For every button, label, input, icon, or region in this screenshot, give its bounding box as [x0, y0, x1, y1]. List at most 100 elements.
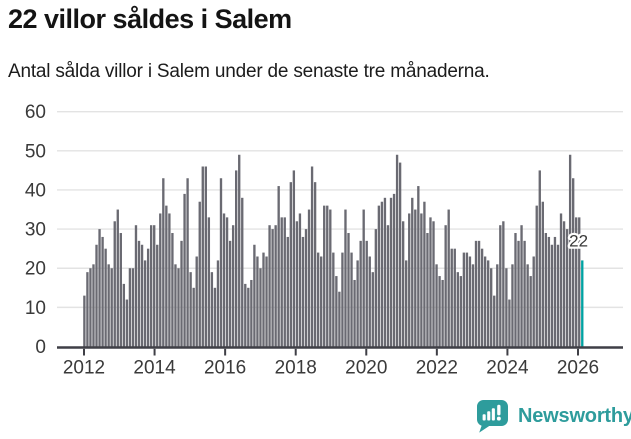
bar [405, 260, 408, 347]
bar [559, 213, 563, 347]
bar [86, 272, 89, 347]
bar [110, 268, 113, 347]
bar [565, 229, 569, 347]
bar [401, 221, 405, 347]
bar [383, 197, 387, 347]
bar [541, 201, 544, 347]
bar [207, 217, 211, 347]
bar [195, 256, 198, 347]
bar [486, 260, 490, 347]
bar [289, 182, 292, 347]
bar [122, 283, 126, 347]
y-axis-label-40: 40 [25, 180, 46, 201]
bar [192, 287, 195, 347]
x-axis-label-2014: 2014 [133, 358, 176, 379]
bar [474, 240, 478, 347]
y-axis-label-30: 30 [25, 220, 46, 241]
bar [113, 221, 116, 347]
bar [365, 240, 368, 347]
x-axis-label-2012: 2012 [63, 358, 105, 379]
bar [562, 221, 566, 347]
bar [316, 252, 320, 347]
bar [326, 205, 329, 347]
bar [238, 154, 241, 347]
newsworthy-logo[interactable]: Newsworthy [477, 400, 631, 433]
x-axis-label-2026: 2026 [557, 358, 599, 379]
bar [556, 244, 560, 347]
bar [125, 299, 129, 347]
bar [350, 252, 353, 347]
bar [98, 229, 101, 347]
bar [313, 182, 317, 347]
bar [480, 248, 484, 347]
bar [222, 213, 226, 347]
bar [426, 233, 429, 347]
bar [395, 154, 399, 347]
newsworthy-logo-text: Newsworthy [518, 405, 631, 427]
bar [329, 209, 332, 347]
bar [377, 205, 381, 347]
bar [247, 287, 250, 347]
bar [450, 248, 453, 347]
bar [493, 295, 496, 347]
bar [156, 244, 159, 347]
bar [550, 244, 554, 347]
bar [462, 252, 466, 347]
bar [301, 236, 305, 347]
bar [262, 252, 265, 347]
bar [149, 225, 153, 347]
bar [496, 264, 499, 347]
bar [514, 233, 517, 347]
bar [219, 178, 223, 347]
highlight-value-label: 22 [569, 231, 588, 250]
bar [323, 205, 326, 347]
y-axis-label-50: 50 [25, 141, 46, 162]
bar [298, 213, 302, 347]
bar [490, 268, 493, 347]
bar [477, 240, 481, 347]
logo-bars-glyph [482, 404, 501, 421]
bar [332, 252, 335, 347]
bar [353, 279, 356, 347]
bar [438, 276, 441, 347]
bar [162, 178, 165, 347]
bar [435, 264, 438, 347]
bar [210, 272, 214, 347]
bar [526, 264, 529, 347]
bar [271, 229, 274, 347]
bar [277, 186, 280, 347]
bar [280, 217, 283, 347]
bar [417, 186, 420, 347]
bar [241, 197, 244, 347]
y-axis-label-60: 60 [25, 102, 46, 123]
bar [505, 268, 508, 347]
bar [578, 217, 581, 347]
y-axis-label-20: 20 [25, 259, 46, 280]
bar [371, 272, 374, 347]
bar [128, 268, 132, 347]
bar [392, 193, 396, 347]
x-axis-label-2020: 2020 [345, 358, 387, 379]
bar [368, 256, 371, 347]
bar [274, 225, 277, 347]
bar [414, 209, 417, 347]
bar [159, 213, 162, 347]
bar [180, 240, 183, 347]
bar [517, 240, 520, 347]
bar [508, 299, 511, 347]
bar [447, 209, 450, 347]
bar [95, 244, 98, 347]
bar [189, 272, 192, 347]
bar [499, 225, 502, 347]
bar [511, 264, 514, 347]
bar [83, 295, 86, 347]
bar [420, 213, 423, 347]
bar [231, 225, 235, 347]
bar [174, 264, 177, 347]
bar [304, 229, 308, 347]
bar [171, 233, 174, 347]
bar [408, 213, 411, 347]
bar [535, 205, 538, 347]
bar [362, 209, 365, 347]
